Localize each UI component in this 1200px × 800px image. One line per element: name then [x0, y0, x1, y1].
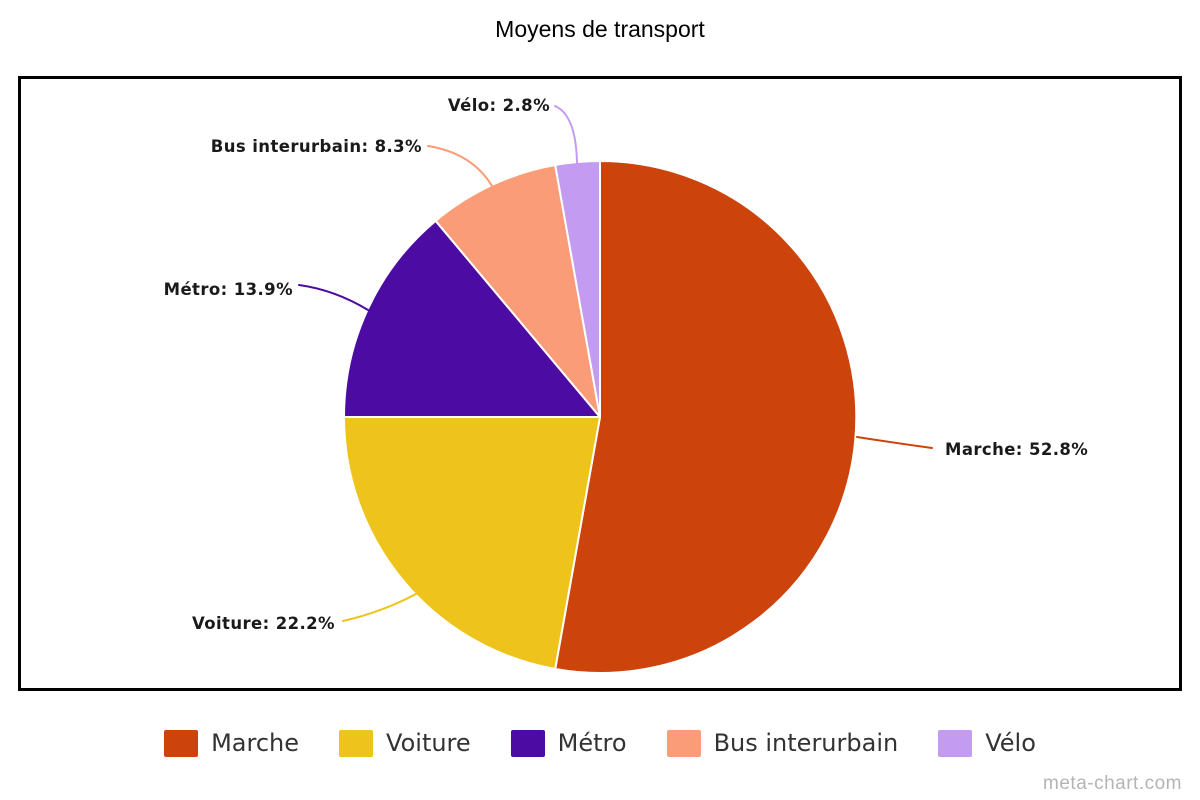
slice-label-voiture: Voiture: 22.2%: [192, 614, 335, 633]
pie-chart: Marche: 52.8% Voiture: 22.2% Métro: 13.9% B…: [164, 96, 1088, 674]
legend-swatch-bus-interurbain: [666, 729, 701, 757]
legend-label: Voiture: [386, 729, 471, 757]
slice-label-bus-interurbain: Bus interurbain: 8.3%: [211, 137, 422, 156]
legend-swatch-metro: [510, 729, 545, 757]
legend-swatch-voiture: [339, 729, 374, 757]
legend-item-velo: Vélo: [938, 729, 1036, 757]
legend-item-marche: Marche: [164, 729, 299, 757]
slice-labels: Marche: 52.8% Voiture: 22.2% Métro: 13.9% B…: [164, 96, 1088, 633]
leader-line-velo: [554, 105, 578, 164]
legend-item-voiture: Voiture: [339, 729, 471, 757]
slice-label-metro: Métro: 13.9%: [164, 280, 293, 299]
legend-label: Marche: [211, 729, 300, 757]
chart-plot-area: Marche: 52.8% Voiture: 22.2% Métro: 13.9% B…: [18, 76, 1182, 691]
pie-slices: [343, 160, 858, 674]
leader-line-metro: [298, 284, 369, 311]
legend-item-bus-interurbain: Bus interurbain: [666, 729, 899, 757]
legend-swatch-marche: [164, 729, 199, 757]
legend-item-metro: Métro: [510, 729, 627, 757]
leader-line-voiture: [342, 588, 426, 622]
leader-line-bus-interurbain: [427, 145, 493, 187]
leader-lines: [298, 105, 933, 622]
legend-swatch-velo: [938, 729, 973, 757]
legend-label: Métro: [557, 729, 627, 757]
slice-label-velo: Vélo: 2.8%: [448, 96, 550, 115]
pie-slice-voiture: [343, 416, 601, 670]
chart-title: Moyens de transport: [495, 16, 705, 42]
slice-label-marche: Marche: 52.8%: [945, 440, 1088, 459]
legend: Marche Voiture Métro Bus interurbain Vélo: [0, 729, 1200, 757]
pie-slice-marche: [554, 160, 858, 674]
legend-label: Bus interurbain: [713, 729, 899, 757]
watermark: meta-chart.com: [1043, 773, 1182, 794]
leader-line-marche: [856, 436, 933, 449]
pie-slice-metro: [343, 219, 601, 418]
legend-label: Vélo: [985, 729, 1036, 757]
